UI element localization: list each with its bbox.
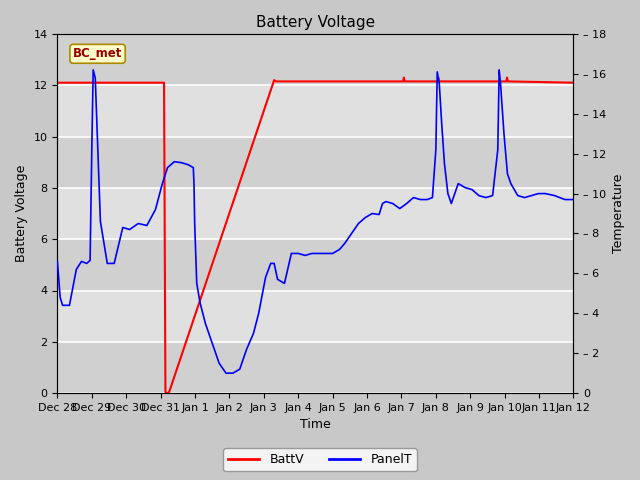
- Bar: [58, 342, 573, 393]
- X-axis label: Time: Time: [300, 419, 331, 432]
- Bar: [58, 34, 573, 85]
- Y-axis label: Temperature: Temperature: [612, 174, 625, 253]
- Y-axis label: Battery Voltage: Battery Voltage: [15, 165, 28, 262]
- Text: BC_met: BC_met: [73, 48, 122, 60]
- Bar: [58, 239, 573, 290]
- Title: Battery Voltage: Battery Voltage: [256, 15, 375, 30]
- Legend: BattV, PanelT: BattV, PanelT: [223, 448, 417, 471]
- Bar: [58, 137, 573, 188]
